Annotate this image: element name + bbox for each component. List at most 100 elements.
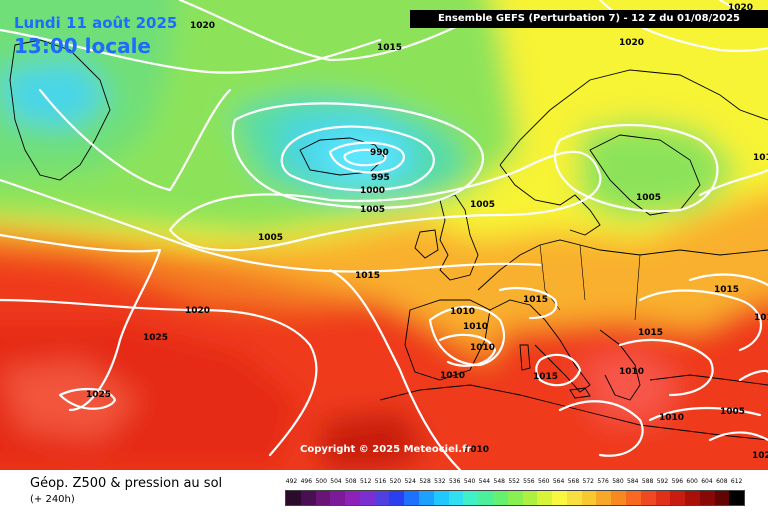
color-scale-label: 588	[641, 478, 654, 485]
color-scale-swatch	[389, 491, 405, 505]
forecast-date: Lundi 11 août 2025	[14, 14, 178, 32]
color-scale-label: 504	[330, 478, 342, 485]
color-scale-swatch	[537, 491, 553, 505]
color-scale-swatch	[359, 491, 375, 505]
color-scale-label: 580	[612, 478, 624, 485]
isobar-label: 1010	[440, 371, 465, 381]
color-scale-swatch	[670, 491, 686, 505]
color-scale-swatch	[478, 491, 493, 505]
color-scale-label: 596	[671, 478, 684, 485]
color-scale-swatch	[300, 491, 316, 505]
color-scale-label: 540	[463, 478, 476, 485]
isobar-labels: 1020 1015 1020 1020 1010 1005 1005 1000 …	[86, 3, 768, 461]
color-scale-swatch	[685, 491, 700, 505]
color-scale-swatch	[315, 491, 331, 505]
color-scale-label: 568	[567, 478, 580, 485]
color-scale-label: 600	[686, 478, 698, 485]
lead-time: (+ 240h)	[30, 494, 75, 505]
isobar-label: 1005	[258, 233, 283, 243]
isobar-label: 1010	[753, 153, 768, 163]
color-scale-label: 592	[656, 478, 669, 485]
color-scale-swatch	[404, 491, 420, 505]
color-scale-swatch	[345, 491, 360, 505]
color-scale-swatch	[522, 491, 538, 505]
isobar-label: 1025	[143, 333, 168, 343]
color-scale-swatch	[581, 491, 597, 505]
isobar-label: 1010	[659, 413, 684, 423]
color-scale-swatch	[729, 491, 745, 505]
color-scale-label: 552	[508, 478, 520, 485]
color-scale-label: 512	[359, 478, 372, 485]
isobar-label: 1010	[470, 343, 495, 353]
color-scale-swatch	[433, 491, 449, 505]
copyright-text: Copyright © 2025 Meteociel.fr	[300, 444, 472, 455]
parameter-title: Géop. Z500 & pression au sol	[30, 476, 223, 491]
isobar-label: 1010	[754, 313, 768, 323]
color-scale-swatch	[419, 491, 434, 505]
isobar-label: 1010	[619, 367, 644, 377]
color-scale-label: 560	[538, 478, 550, 485]
isobar-label: 1020	[619, 38, 644, 48]
weather-map: 1020 1015 1020 1020 1010 1005 1005 1000 …	[0, 0, 768, 470]
color-scale-label: 524	[404, 478, 416, 485]
isobar-label: 1015	[377, 43, 402, 53]
color-scale-label: 492	[285, 478, 298, 485]
color-scale-swatch	[463, 491, 479, 505]
color-scale-label: 520	[389, 478, 402, 485]
color-scale-swatch	[699, 491, 715, 505]
color-scale-swatch	[655, 491, 671, 505]
color-scale-label: 612	[730, 478, 743, 485]
color-scale-labels: 492 496 500 504 508 512 516 520 524 528 532 536 540 5…	[285, 478, 745, 488]
color-scale-swatch	[611, 491, 626, 505]
color-scale-label: 528	[419, 478, 431, 485]
color-scale-label: 604	[701, 478, 713, 485]
color-scale-label: 500	[315, 478, 327, 485]
color-scale-label: 572	[582, 478, 594, 485]
color-scale-label: 516	[374, 478, 387, 485]
color-scale-swatch	[492, 491, 508, 505]
isobar-label: 1015	[523, 295, 548, 305]
color-scale-swatch	[714, 491, 730, 505]
isobar-label: 1015	[533, 372, 558, 382]
color-scale-label: 508	[345, 478, 357, 485]
isobar-label: 990	[370, 148, 389, 158]
color-scale-label: 564	[552, 478, 565, 485]
isobar-label: 1005	[470, 200, 495, 210]
color-scale-label: 532	[434, 478, 446, 485]
isobar-label: 1005	[636, 193, 661, 203]
color-scale-swatch	[596, 491, 612, 505]
color-scale-label: 548	[493, 478, 505, 485]
isobar-label: 1015	[714, 285, 739, 295]
color-scale-swatch	[566, 491, 582, 505]
isobars	[0, 0, 768, 470]
isobar-label: 1005	[360, 205, 385, 215]
isobar-label: 995	[371, 173, 390, 183]
color-scale-swatch	[330, 491, 346, 505]
isobar-label: 1010	[450, 307, 475, 317]
forecast-time: 13:00 locale	[14, 34, 151, 58]
color-scale-swatch	[448, 491, 464, 505]
color-scale-label: 536	[448, 478, 461, 485]
isobar-label: 1020	[728, 3, 753, 13]
isobar-label: 1025	[86, 390, 111, 400]
color-scale-label: 556	[523, 478, 535, 485]
color-scale-label: 544	[478, 478, 491, 485]
isobar-label: 1020	[190, 21, 215, 31]
isobar-label: 1005	[720, 407, 745, 417]
color-scale-label: 576	[597, 478, 609, 485]
color-scale-swatch	[625, 491, 641, 505]
color-scale-swatch	[640, 491, 656, 505]
color-scale-label: 496	[300, 478, 313, 485]
color-scale-label: 584	[627, 478, 639, 485]
model-info-banner: Ensemble GEFS (Perturbation 7) - 12 Z du…	[410, 10, 768, 28]
isobar-label: 1010	[464, 445, 489, 455]
color-scale-swatch	[552, 491, 567, 505]
color-scale-swatch	[286, 491, 301, 505]
color-scale-label: 608	[716, 478, 728, 485]
isobar-label: 1025	[752, 451, 768, 461]
isobar-label: 1015	[638, 328, 663, 338]
color-scale-swatch	[374, 491, 390, 505]
isobar-label: 1020	[185, 306, 210, 316]
color-scale-bar	[285, 490, 745, 506]
